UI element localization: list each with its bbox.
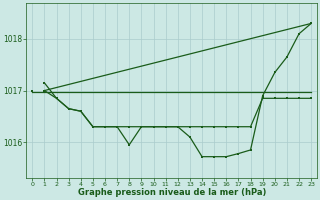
X-axis label: Graphe pression niveau de la mer (hPa): Graphe pression niveau de la mer (hPa): [77, 188, 266, 197]
